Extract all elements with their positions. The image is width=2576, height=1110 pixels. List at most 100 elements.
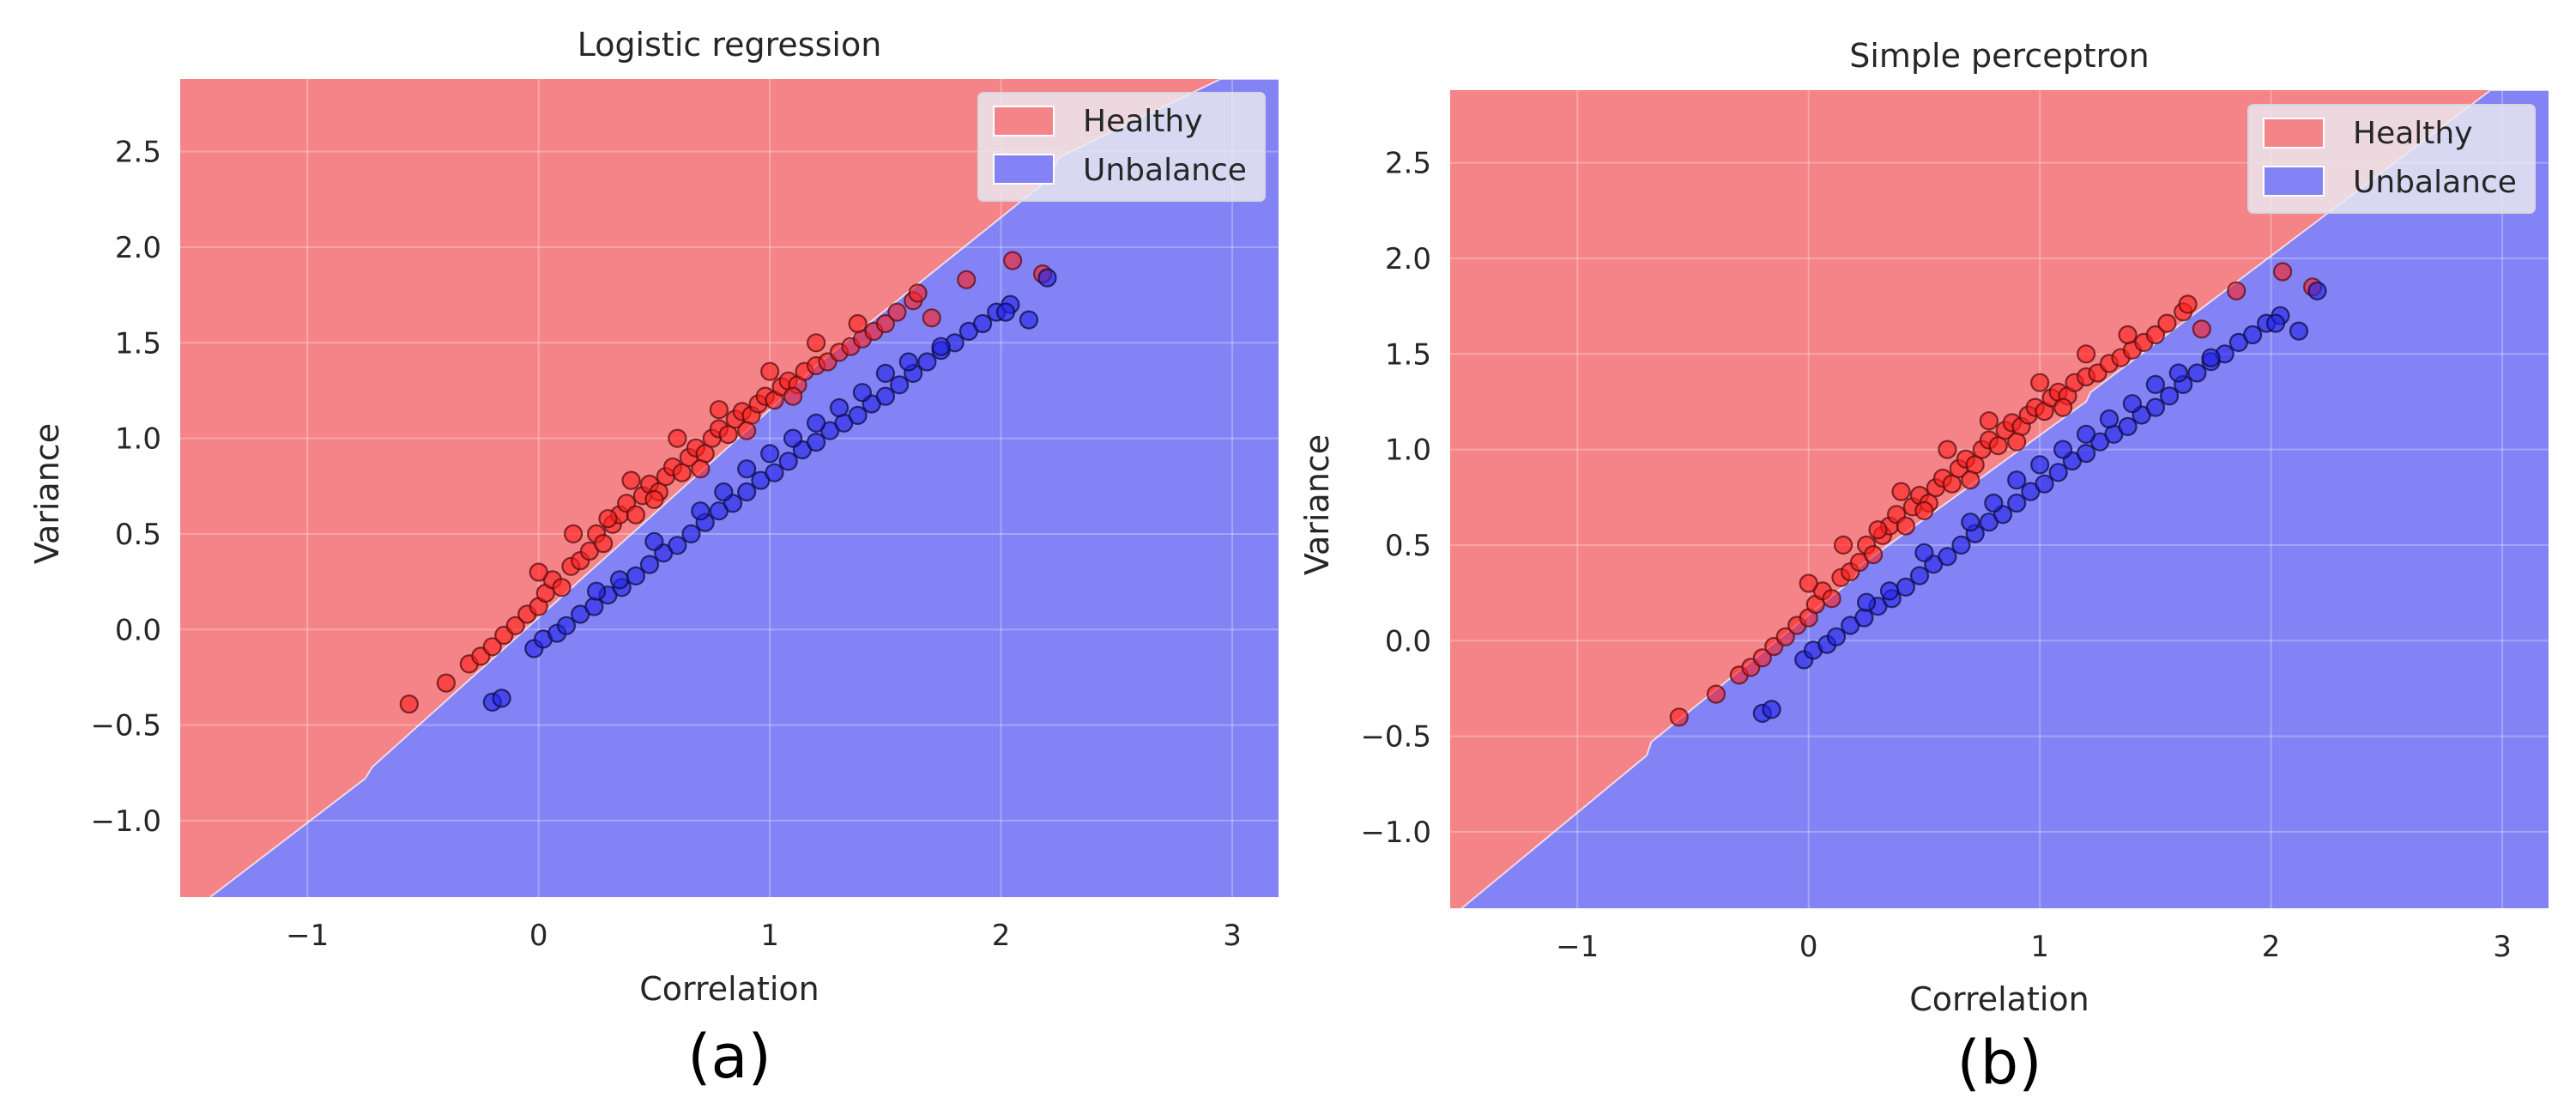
- y-tick-label-a: 2.0: [115, 231, 161, 265]
- unbalance-point: [1914, 543, 1934, 562]
- x-tick-label-b: 1: [2030, 930, 2049, 964]
- y-tick-label-b: 1.0: [1385, 434, 1431, 468]
- unbalance-point: [1762, 700, 1781, 719]
- unbalance-points-a: [482, 268, 1057, 713]
- healthy-point: [1979, 411, 1999, 431]
- unbalance-point: [1938, 547, 1957, 567]
- healthy-point: [593, 533, 614, 554]
- healthy-point: [482, 637, 502, 657]
- unbalance-point: [889, 375, 910, 395]
- healthy-point: [668, 428, 687, 448]
- healthy-point: [737, 421, 757, 440]
- healthy-point: [436, 673, 457, 693]
- x-axis-label-a: Correlation: [639, 970, 819, 1008]
- unbalance-point: [2265, 313, 2286, 333]
- y-tick-label-b: −0.5: [1360, 720, 1431, 755]
- healthy-point: [848, 313, 868, 334]
- unbalance-point: [668, 536, 687, 555]
- legend-label-healthy-a: Healthy: [1083, 104, 1203, 139]
- healthy-point: [672, 463, 692, 482]
- healthy-point: [2178, 294, 2198, 314]
- unbalance-point: [1984, 493, 2004, 513]
- unbalance-point: [492, 688, 511, 708]
- unbalance-point: [2289, 321, 2309, 341]
- unbalance-point: [644, 531, 664, 551]
- unbalance-point: [2077, 424, 2096, 444]
- panel-a: Logistic regression Correlation Variance…: [28, 26, 1279, 1092]
- x-tick-label-a: 1: [760, 919, 779, 953]
- healthy-point: [2030, 373, 2050, 392]
- x-tick-label-b: −1: [1556, 930, 1599, 964]
- healthy-point: [1864, 544, 1884, 565]
- unbalance-point: [1019, 310, 1039, 330]
- unbalance-point: [2187, 363, 2207, 383]
- unbalance-point: [806, 432, 826, 452]
- unbalance-point: [972, 313, 993, 334]
- y-tick-label-b: −1.0: [1360, 816, 1431, 850]
- legend-swatch-unbalance-b: [2263, 166, 2325, 197]
- healthy-point: [718, 425, 738, 445]
- legend-label-unbalance-a: Unbalance: [1083, 153, 1247, 188]
- healthy-point: [1891, 482, 1911, 501]
- unbalance-point: [875, 386, 896, 406]
- healthy-point: [1799, 573, 1818, 593]
- unbalance-point: [2122, 394, 2142, 414]
- unbalance-point: [2048, 463, 2068, 482]
- healthy-point: [563, 524, 584, 544]
- y-tick-label-b: 0.5: [1385, 529, 1431, 563]
- y-tick-label-b: 1.5: [1385, 337, 1431, 372]
- unbalance-point: [556, 616, 577, 635]
- panel-caption-a: (a): [687, 1022, 771, 1092]
- y-tick-label-a: 1.0: [115, 422, 161, 457]
- unbalance-point: [2160, 386, 2180, 406]
- y-axis-label-b: Variance: [1298, 434, 1336, 575]
- unbalance-point: [584, 597, 604, 616]
- y-tick-label-a: 1.5: [115, 326, 161, 361]
- unbalance-points-b: [1752, 281, 2327, 724]
- unbalance-point: [2145, 374, 2165, 394]
- healthy-point: [505, 616, 525, 635]
- plot-area-b: [1450, 89, 2549, 909]
- chart-title-a: Logistic regression: [577, 26, 882, 64]
- healthy-point: [1706, 684, 1726, 704]
- healthy-point: [1942, 474, 1962, 494]
- unbalance-point: [2243, 325, 2263, 345]
- unbalance-point: [875, 363, 896, 383]
- unbalance-point: [2030, 455, 2050, 475]
- unbalance-point: [2307, 281, 2327, 300]
- unbalance-point: [760, 444, 780, 464]
- healthy-point: [1775, 627, 1795, 646]
- healthy-point: [691, 459, 711, 479]
- unbalance-point: [931, 337, 951, 356]
- healthy-point: [598, 508, 618, 529]
- healthy-point: [2227, 281, 2246, 300]
- healthy-points-a: [399, 251, 1053, 714]
- healthy-point: [2077, 344, 2096, 364]
- unbalance-point: [2053, 440, 2073, 459]
- healthy-point: [2273, 262, 2293, 282]
- healthy-point: [1822, 589, 1841, 609]
- unbalance-point: [806, 413, 826, 433]
- unbalance-point: [778, 452, 798, 471]
- healthy-point: [783, 386, 803, 406]
- legend-swatch-healthy-a: [993, 106, 1055, 136]
- plot-area-a: [180, 78, 1279, 898]
- y-axis-label-a: Variance: [28, 423, 66, 564]
- chart-title-b: Simple perceptron: [1849, 37, 2150, 75]
- y-tick-label-a: 2.5: [115, 136, 161, 170]
- unbalance-point: [737, 482, 757, 502]
- x-tick-label-a: −1: [286, 919, 329, 953]
- y-tick-label-a: 0.5: [115, 518, 161, 552]
- healthy-point: [1669, 707, 1689, 727]
- healthy-point: [1896, 516, 1915, 536]
- unbalance-point: [783, 428, 803, 448]
- unbalance-point: [852, 383, 873, 403]
- healthy-point: [1961, 470, 1980, 490]
- healthy-point: [621, 470, 641, 490]
- unbalance-point: [1961, 513, 1980, 532]
- healthy-point: [806, 333, 826, 353]
- legend-swatch-unbalance-a: [993, 154, 1055, 185]
- healthy-point: [957, 270, 977, 289]
- unbalance-point: [2145, 397, 2165, 417]
- healthy-point: [875, 313, 896, 334]
